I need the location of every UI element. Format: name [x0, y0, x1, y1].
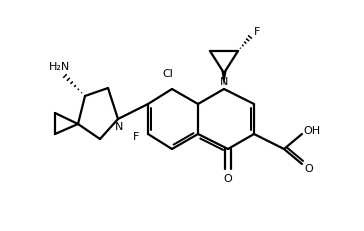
- Text: Cl: Cl: [163, 69, 173, 79]
- Text: H₂N: H₂N: [48, 62, 70, 72]
- Text: O: O: [305, 163, 313, 173]
- Text: F: F: [254, 27, 260, 37]
- Text: N: N: [115, 122, 123, 131]
- Text: OH: OH: [304, 125, 321, 135]
- Text: O: O: [223, 173, 232, 183]
- Text: F: F: [133, 131, 139, 141]
- Polygon shape: [222, 72, 226, 87]
- Text: N: N: [220, 77, 228, 87]
